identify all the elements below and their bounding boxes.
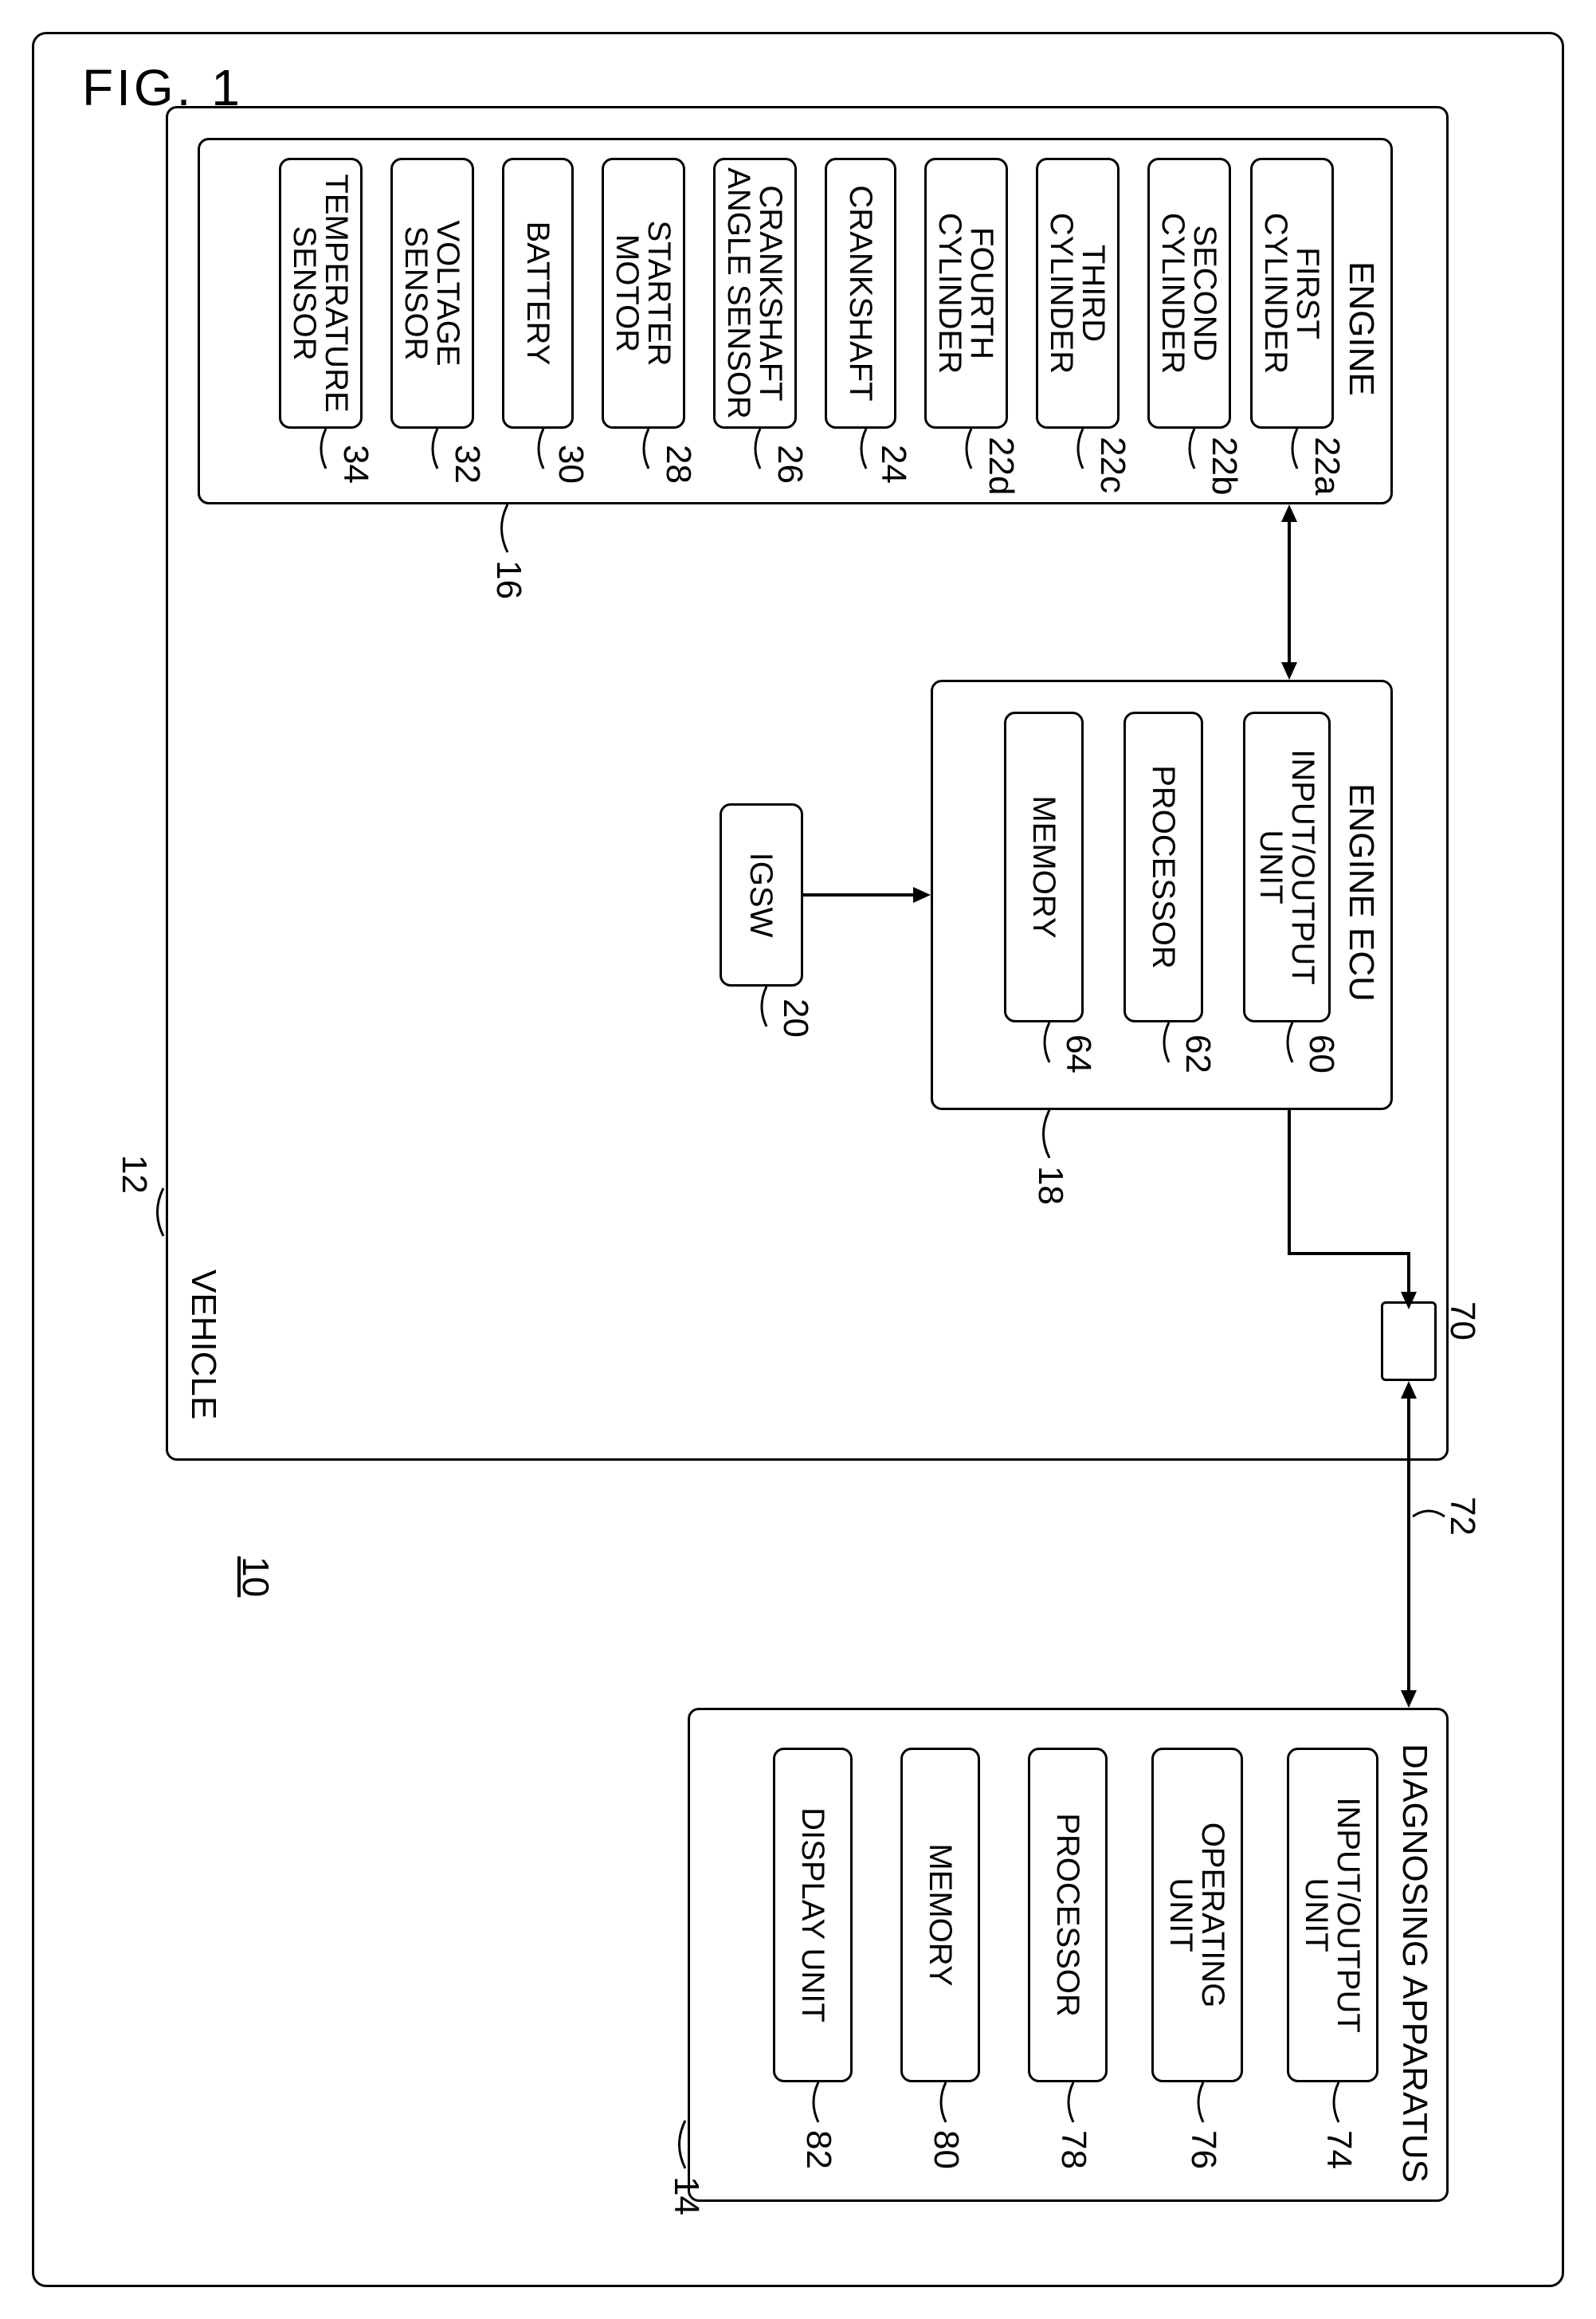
engine-item-second-cylinder: SECOND CYLINDER [1147, 158, 1231, 429]
ecu-item-1-ref: 62 [1178, 1034, 1218, 1073]
engine-item-battery: BATTERY [502, 158, 574, 429]
ecu-processor: PROCESSOR [1123, 712, 1203, 1022]
diag-operating-unit: OPERATING UNIT [1151, 1748, 1243, 2082]
ecu-io-unit: INPUT/OUTPUT UNIT [1243, 712, 1331, 1022]
diag-ref-lead [672, 2121, 688, 2168]
diag-item-3-lead [934, 2082, 948, 2122]
igsw-box: IGSW [720, 803, 803, 987]
diag-item-0-ref: 74 [1319, 2130, 1359, 2169]
engine-item-2-lead [1071, 429, 1085, 469]
engine-item-8-ref: 32 [447, 445, 487, 484]
figure-canvas: FIG. 1 VEHICLE 12 10 ENGINE 16 FIRST CYL… [32, 32, 1564, 2287]
engine-item-3-lead [959, 429, 974, 469]
arrow-engine-ecu [1273, 504, 1305, 680]
engine-item-first-cylinder: FIRST CYLINDER [1250, 158, 1334, 429]
diag-title: DIAGNOSING APPARATUS [1394, 1744, 1434, 2183]
arrow-port-diag [1393, 1381, 1425, 1708]
ecu-item-0-ref: 60 [1301, 1034, 1341, 1073]
diag-item-4-lead [806, 2082, 821, 2122]
connector-port-ref: 70 [1442, 1301, 1482, 1340]
engine-item-3-ref: 22d [981, 437, 1021, 495]
ecu-item-0-lead [1280, 1022, 1295, 1062]
diagram-rotated-wrapper: VEHICLE 12 10 ENGINE 16 FIRST CYLINDER 2… [0, 106, 142, 2218]
engine-item-starter-motor: STARTER MOTOR [602, 158, 685, 429]
engine-item-6-lead [637, 429, 651, 469]
engine-item-4-ref: 24 [873, 445, 913, 484]
engine-item-crank-angle-sensor: CRANKSHAFT ANGLE SENSOR [713, 158, 797, 429]
ecu-title: ENGINE ECU [1341, 783, 1381, 1002]
vehicle-ref: 12 [114, 1155, 154, 1194]
engine-item-9-ref: 34 [335, 445, 375, 484]
engine-item-7-lead [531, 429, 546, 469]
engine-item-6-ref: 28 [658, 445, 698, 484]
ecu-ref-lead [1036, 1110, 1052, 1158]
engine-item-4-lead [854, 429, 869, 469]
engine-title: ENGINE [1341, 261, 1381, 396]
engine-item-voltage-sensor: VOLTAGE SENSOR [390, 158, 474, 429]
engine-item-7-ref: 30 [551, 445, 590, 484]
engine-item-temp-sensor: TEMPERATURE SENSOR [279, 158, 363, 429]
engine-item-8-lead [425, 429, 440, 469]
arrow-igsw-ecu [803, 879, 931, 911]
diag-item-0-lead [1327, 2082, 1341, 2122]
diag-ref: 14 [666, 2176, 706, 2215]
connector-cable-ref: 72 [1442, 1497, 1482, 1536]
diag-item-2-ref: 78 [1053, 2130, 1093, 2169]
diag-io-unit: INPUT/OUTPUT UNIT [1287, 1748, 1378, 2082]
diag-item-1-ref: 76 [1183, 2130, 1223, 2169]
system-ref: 10 [234, 1556, 277, 1597]
engine-item-0-ref: 22a [1307, 437, 1347, 495]
ecu-memory: MEMORY [1004, 712, 1084, 1022]
engine-item-1-lead [1182, 429, 1197, 469]
diag-item-2-lead [1061, 2082, 1076, 2122]
engine-ref-lead [494, 504, 510, 552]
engine-item-0-lead [1285, 429, 1300, 469]
connector-port [1381, 1301, 1437, 1381]
engine-item-third-cylinder: THIRD CYLINDER [1036, 158, 1120, 429]
vehicle-title: VEHICLE [183, 1269, 223, 1419]
engine-item-2-ref: 22c [1092, 437, 1132, 493]
igsw-ref: 20 [775, 999, 815, 1038]
igsw-ref-lead [755, 987, 769, 1026]
diag-display-unit: DISPLAY UNIT [773, 1748, 853, 2082]
engine-item-5-ref: 26 [770, 445, 810, 484]
engine-item-crankshaft: CRANKSHAFT [825, 158, 896, 429]
ecu-item-2-ref: 64 [1058, 1034, 1098, 1073]
engine-item-9-lead [314, 429, 328, 469]
arrow-ecu-port [1277, 1110, 1421, 1309]
engine-ref: 16 [488, 560, 528, 599]
diag-memory: MEMORY [900, 1748, 980, 2082]
engine-item-1-ref: 22b [1204, 437, 1244, 495]
engine-item-fourth-cylinder: FOURTH CYLINDER [924, 158, 1008, 429]
diag-item-3-ref: 80 [926, 2130, 966, 2169]
engine-item-5-lead [748, 429, 763, 469]
ecu-item-2-lead [1037, 1022, 1052, 1062]
diag-item-4-ref: 82 [798, 2130, 838, 2169]
ecu-item-1-lead [1157, 1022, 1171, 1062]
ecu-ref: 18 [1030, 1166, 1070, 1205]
vehicle-ref-lead [150, 1188, 166, 1236]
diag-processor: PROCESSOR [1028, 1748, 1108, 2082]
diag-item-1-lead [1191, 2082, 1206, 2122]
diagram-content: VEHICLE 12 10 ENGINE 16 FIRST CYLINDER 2… [142, 106, 1496, 2218]
